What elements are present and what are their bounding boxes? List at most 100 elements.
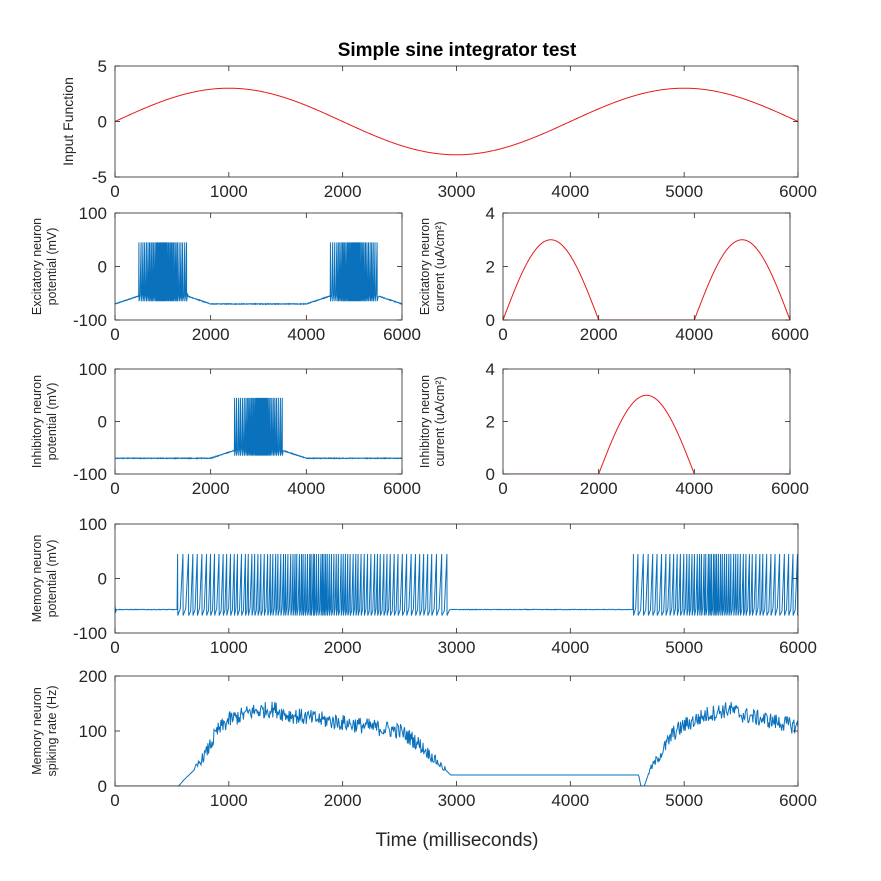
y-tick-label: 0	[98, 113, 107, 132]
x-tick-label: 6000	[771, 479, 809, 498]
y-tick-label: 100	[79, 360, 107, 379]
x-tick-label: 0	[110, 479, 119, 498]
axes-inh_i: 0 2000 4000 6000 0 2 4 Inhibitory neuroncurrent…	[418, 360, 809, 498]
y-tick-label: -100	[73, 311, 107, 330]
y-axis-label-line: Input Function	[60, 77, 76, 166]
series-line-mem_rate-0	[115, 701, 798, 786]
y-tick-label: 0	[98, 777, 107, 796]
x-tick-label: 3000	[438, 638, 476, 657]
y-axis-label-mem_v: Memory neuronpotential (mV)	[30, 535, 59, 623]
x-tick-label: 6000	[771, 325, 809, 344]
x-tick-label: 2000	[192, 325, 230, 344]
x-tick-label: 4000	[551, 182, 589, 201]
x-tick-label: 0	[498, 479, 507, 498]
axes-box-exc_i	[502, 212, 791, 321]
x-tick-label: 6000	[383, 325, 421, 344]
x-tick-label: 6000	[779, 638, 817, 657]
x-tick-label: 2000	[580, 325, 618, 344]
x-tick-label: 4000	[551, 638, 589, 657]
y-tick-label: 2	[486, 258, 495, 277]
y-tick-label: -100	[73, 465, 107, 484]
x-tick-label: 3000	[438, 182, 476, 201]
y-tick-label: -5	[92, 168, 107, 187]
y-tick-label: 2	[486, 413, 495, 432]
x-tick-label: 4000	[675, 479, 713, 498]
x-tick-label: 0	[498, 325, 507, 344]
x-tick-label: 3000	[438, 791, 476, 810]
x-tick-label: 5000	[665, 638, 703, 657]
y-tick-label: 5	[98, 57, 107, 76]
y-axis-label-line: current (uA/cm²)	[433, 221, 447, 311]
x-tick-label: 2000	[324, 791, 362, 810]
y-axis-label-input: Input Function	[60, 77, 76, 166]
y-axis-label-line: Excitatory neuron	[30, 218, 44, 315]
series-line-inh_i-0	[503, 394, 790, 474]
y-tick-label: 0	[98, 258, 107, 277]
y-tick-label: 4	[486, 360, 495, 379]
x-tick-label: 5000	[665, 182, 703, 201]
x-tick-label: 6000	[779, 791, 817, 810]
series-line-mem_v-0	[115, 553, 798, 616]
axes-box-mem_v	[114, 523, 799, 634]
x-tick-label: 2000	[324, 638, 362, 657]
axes-mem_v: 0 1000 2000 3000 4000 5000 6000-1000100Memory …	[30, 515, 817, 657]
x-tick-label: 0	[110, 325, 119, 344]
x-tick-label: 4000	[287, 325, 325, 344]
x-tick-label: 0	[110, 638, 119, 657]
axes-exc_i: 0 2000 4000 6000 0 2 4 Excitatory neuroncurrent…	[418, 204, 809, 344]
y-axis-label-line: Excitatory neuron	[418, 218, 432, 315]
x-tick-label: 4000	[287, 479, 325, 498]
y-axis-label-line: potential (mV)	[45, 540, 59, 618]
y-tick-label: 200	[79, 667, 107, 686]
x-tick-label: 0	[110, 182, 119, 201]
y-axis-label-line: potential (mV)	[45, 383, 59, 461]
y-tick-label: 0	[98, 413, 107, 432]
x-tick-label: 1000	[210, 791, 248, 810]
y-axis-label-line: Memory neuron	[30, 687, 44, 775]
y-tick-label: 4	[486, 204, 495, 223]
x-tick-label: 4000	[675, 325, 713, 344]
series-line-exc_v-0	[115, 242, 402, 306]
series-line-exc_i-0	[503, 239, 790, 320]
y-tick-label: 100	[79, 204, 107, 223]
x-tick-label: 4000	[551, 791, 589, 810]
y-axis-label-line: spiking rate (Hz)	[45, 686, 59, 777]
y-axis-label-line: potential (mV)	[45, 228, 59, 306]
x-axis-label: Time (milliseconds)	[376, 830, 539, 851]
y-axis-label-inh_i: Inhibitory neuroncurrent (uA/cm²)	[418, 375, 447, 468]
figure-title: Simple sine integrator test	[338, 40, 577, 61]
y-tick-label: 0	[486, 311, 495, 330]
y-tick-label: 0	[98, 570, 107, 589]
y-axis-label-line: Memory neuron	[30, 535, 44, 623]
axes-box-input	[114, 65, 799, 178]
y-axis-label-line: current (uA/cm²)	[433, 376, 447, 466]
x-tick-label: 2000	[580, 479, 618, 498]
y-tick-label: 100	[79, 722, 107, 741]
x-tick-label: 1000	[210, 182, 248, 201]
y-axis-label-line: Inhibitory neuron	[418, 375, 432, 468]
x-tick-label: 6000	[383, 479, 421, 498]
series-line-input-0	[115, 87, 798, 156]
y-axis-label-exc_i: Excitatory neuroncurrent (uA/cm²)	[418, 218, 447, 315]
x-tick-label: 6000	[779, 182, 817, 201]
x-tick-label: 5000	[665, 791, 703, 810]
y-axis-label-exc_v: Excitatory neuronpotential (mV)	[30, 218, 59, 315]
series-line-inh_v-0	[115, 397, 402, 460]
y-axis-label-line: Inhibitory neuron	[30, 375, 44, 468]
x-tick-label: 2000	[192, 479, 230, 498]
y-tick-label: 0	[486, 465, 495, 484]
y-tick-label: 100	[79, 515, 107, 534]
x-tick-label: 0	[110, 791, 119, 810]
y-axis-label-inh_v: Inhibitory neuronpotential (mV)	[30, 375, 59, 468]
y-tick-label: -100	[73, 624, 107, 643]
axes-mem_rate: 0 1000 2000 3000 4000 5000 6000 0 100 200 Memory n…	[30, 667, 817, 810]
y-axis-label-mem_rate: Memory neuronspiking rate (Hz)	[30, 686, 59, 777]
x-tick-label: 2000	[324, 182, 362, 201]
axes-box-inh_i	[502, 368, 791, 475]
x-tick-label: 1000	[210, 638, 248, 657]
